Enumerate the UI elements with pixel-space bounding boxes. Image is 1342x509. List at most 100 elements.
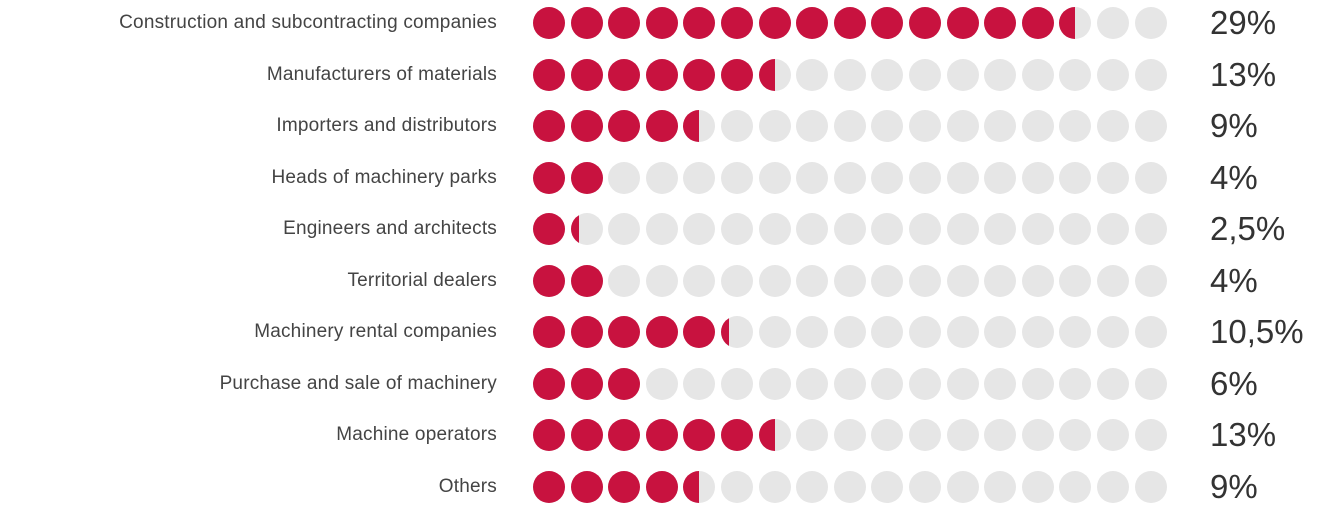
dot-fill bbox=[608, 419, 641, 451]
dot-mark bbox=[570, 161, 603, 194]
dot-mark bbox=[645, 470, 678, 503]
category-label: Machinery rental companies bbox=[254, 321, 497, 342]
dot-mark bbox=[758, 58, 791, 91]
dot-mark bbox=[946, 58, 979, 91]
dot-fill bbox=[683, 7, 716, 39]
chart-row: Territorial dealers 4% bbox=[0, 259, 1342, 303]
dot-mark bbox=[984, 58, 1017, 91]
dot-mark bbox=[608, 264, 641, 297]
dot-mark bbox=[1021, 367, 1054, 400]
dot-fill bbox=[645, 110, 678, 142]
dot-mark bbox=[758, 110, 791, 142]
dot-mark bbox=[909, 419, 941, 451]
value-label: 10,5% bbox=[1210, 313, 1304, 350]
dot-mark bbox=[796, 470, 829, 503]
dot-mark bbox=[1059, 110, 1092, 142]
dot-mark bbox=[796, 213, 829, 245]
chart-row: Construction and subcontracting companie… bbox=[0, 1, 1342, 45]
dot-mark bbox=[1134, 7, 1167, 39]
category-label: Machine operators bbox=[336, 424, 497, 445]
dot-mark bbox=[758, 161, 791, 194]
dot-mark bbox=[909, 58, 941, 91]
dot-mark bbox=[645, 264, 678, 297]
dot-mark bbox=[533, 161, 565, 194]
dot-mark bbox=[608, 367, 641, 400]
dot-mark bbox=[1097, 264, 1129, 297]
chart-row: Machine operators 13% bbox=[0, 413, 1342, 457]
dot-fill bbox=[570, 110, 603, 142]
dot-mark bbox=[1059, 316, 1092, 348]
category-label: Engineers and architects bbox=[283, 218, 497, 239]
category-label: Others bbox=[438, 475, 497, 497]
dot-fill bbox=[533, 213, 565, 245]
dot-fill bbox=[758, 419, 775, 451]
chart-row: Importers and distributors 9% bbox=[0, 104, 1342, 148]
dot-mark bbox=[796, 419, 829, 451]
dot-fill bbox=[833, 7, 866, 39]
dot-mark bbox=[683, 316, 716, 348]
dot-mark bbox=[1134, 161, 1167, 194]
chart-row: Manufacturers of materials 13% bbox=[0, 53, 1342, 97]
dot-mark bbox=[796, 110, 829, 142]
dot-fill bbox=[608, 367, 641, 400]
dot-mark bbox=[1134, 419, 1167, 451]
dot-mark bbox=[608, 419, 641, 451]
dot-mark bbox=[645, 316, 678, 348]
dot-mark bbox=[1059, 419, 1092, 451]
dot-mark bbox=[721, 419, 753, 451]
dot-mark bbox=[984, 316, 1017, 348]
dot-fill bbox=[871, 7, 904, 39]
dot-mark bbox=[946, 419, 979, 451]
dot-fill bbox=[533, 264, 565, 297]
dot-mark bbox=[946, 470, 979, 503]
dot-mark bbox=[1021, 213, 1054, 245]
dot-fill bbox=[570, 7, 603, 39]
dot-fill bbox=[984, 7, 1017, 39]
category-label: Importers and distributors bbox=[276, 115, 497, 136]
dot-mark bbox=[683, 367, 716, 400]
dot-fill bbox=[533, 7, 565, 39]
dot-mark bbox=[608, 316, 641, 348]
dot-fill bbox=[721, 419, 753, 451]
dot-mark bbox=[1134, 316, 1167, 348]
value-label: 13% bbox=[1210, 55, 1277, 93]
dot-fill bbox=[608, 316, 641, 348]
dot-mark bbox=[683, 7, 716, 39]
dot-mark bbox=[871, 367, 904, 400]
dot-mark bbox=[721, 213, 753, 245]
dot-mark bbox=[683, 213, 716, 245]
dot-mark bbox=[871, 7, 904, 39]
dot-mark bbox=[533, 7, 565, 39]
dot-fill bbox=[758, 58, 775, 91]
dot-mark bbox=[946, 161, 979, 194]
dot-mark bbox=[1134, 470, 1167, 503]
dot-mark bbox=[683, 110, 716, 142]
dot-mark bbox=[1021, 264, 1054, 297]
dot-row bbox=[0, 465, 1342, 509]
dot-mark bbox=[570, 470, 603, 503]
dot-mark bbox=[1021, 316, 1054, 348]
dot-mark bbox=[833, 7, 866, 39]
dot-mark bbox=[833, 316, 866, 348]
dot-mark bbox=[1021, 110, 1054, 142]
dot-fill bbox=[608, 470, 641, 503]
dot-fill bbox=[721, 58, 753, 91]
dot-mark bbox=[1097, 316, 1129, 348]
dot-fill bbox=[533, 470, 565, 503]
dot-mark bbox=[833, 367, 866, 400]
dot-mark bbox=[909, 316, 941, 348]
dot-mark bbox=[871, 161, 904, 194]
dot-mark bbox=[909, 161, 941, 194]
dot-mark bbox=[758, 213, 791, 245]
dot-mark bbox=[1021, 58, 1054, 91]
dot-mark bbox=[796, 316, 829, 348]
dot-mark bbox=[909, 367, 941, 400]
dot-mark bbox=[721, 470, 753, 503]
dot-mark bbox=[833, 419, 866, 451]
chart-row: Machinery rental companies 10,5% bbox=[0, 310, 1342, 354]
dot-fill bbox=[645, 316, 678, 348]
dot-mark bbox=[721, 264, 753, 297]
dot-fill bbox=[721, 316, 729, 348]
dot-mark bbox=[1097, 161, 1129, 194]
dot-mark bbox=[833, 264, 866, 297]
